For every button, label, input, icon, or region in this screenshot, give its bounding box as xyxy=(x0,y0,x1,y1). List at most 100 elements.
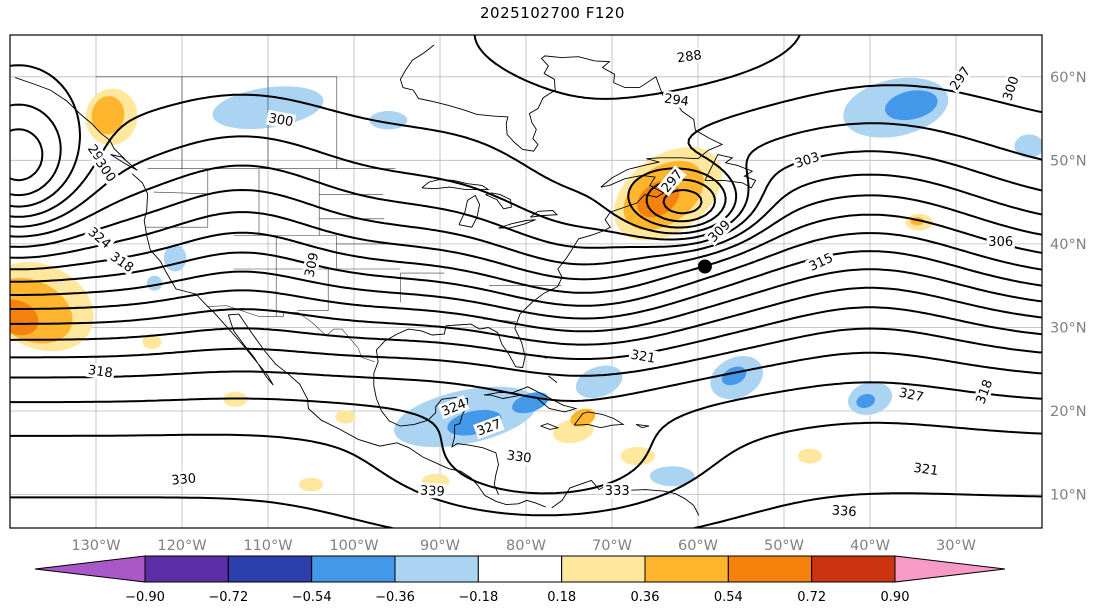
contour-label-text: 327 xyxy=(897,386,924,406)
coastline xyxy=(498,219,536,229)
coastline xyxy=(483,386,578,413)
x-tick-label: 110°W xyxy=(243,538,292,554)
contour-label: 321 xyxy=(911,459,941,479)
colorbar-tick-label: −0.18 xyxy=(458,590,498,605)
colorbar-tick-label: −0.54 xyxy=(292,590,332,605)
contour-label: 327 xyxy=(896,384,927,406)
contour-label-mask xyxy=(437,395,470,420)
coastline xyxy=(131,173,546,508)
contour-label-text: 330 xyxy=(171,471,197,488)
contour-label: 300 xyxy=(265,109,297,130)
contour-label: 339 xyxy=(417,482,447,500)
coastline xyxy=(573,411,625,429)
contour-label-mask xyxy=(999,72,1022,104)
x-tick-label: 70°W xyxy=(592,538,632,554)
contour-label-mask xyxy=(661,90,692,110)
contour-label-mask xyxy=(473,415,505,440)
contour-line-294 xyxy=(10,84,1042,235)
shaded-region-p1 xyxy=(299,477,323,492)
contour-line-291 xyxy=(10,35,801,229)
contour-label-mask xyxy=(657,165,687,197)
contour-label-mask xyxy=(986,234,1015,250)
contour-label-text: 309 xyxy=(302,251,322,278)
shaded-region-m1 xyxy=(1014,134,1042,158)
contour-line-327 xyxy=(10,327,1042,377)
x-tick-label: 100°W xyxy=(329,538,378,554)
contour-label-mask xyxy=(84,222,116,253)
contour-line-336 xyxy=(10,421,1042,517)
contour-label-text: 336 xyxy=(831,503,857,520)
contour-label: 306 xyxy=(986,234,1015,250)
contour-label-text: 306 xyxy=(988,235,1013,250)
shaded-region-m1 xyxy=(649,466,695,487)
contour-label-text: 300 xyxy=(267,111,294,130)
y-tick-label: 30°N xyxy=(1050,321,1087,337)
shaded-region-p1 xyxy=(620,446,655,466)
contour-label-mask xyxy=(265,109,297,130)
contour-label-mask xyxy=(703,215,735,247)
colorbar-arrow-right xyxy=(894,555,1006,583)
contour-label-text: 303 xyxy=(793,150,821,172)
colorbar-tick-label: −0.36 xyxy=(375,590,415,605)
contour-label-mask xyxy=(829,502,859,520)
contour-label-mask xyxy=(911,459,941,479)
y-tick-label: 60°N xyxy=(1050,70,1087,86)
contour-label: 333 xyxy=(603,483,632,499)
contour-label: 300 xyxy=(999,72,1022,104)
contour-label-text: 330 xyxy=(506,448,533,466)
shaded-region-m1 xyxy=(146,275,163,291)
contour-line-321 xyxy=(10,286,1042,346)
colorbar-segment xyxy=(227,555,313,583)
contour-label-mask xyxy=(945,62,975,94)
y-tick-label: 50°N xyxy=(1050,153,1087,169)
colorbar-tick-label: 0.72 xyxy=(797,590,826,605)
contour-line-306 xyxy=(10,194,1042,281)
contour-label-text: 318 xyxy=(87,363,114,381)
contour-label: 318 xyxy=(106,247,138,277)
contour-label-mask xyxy=(804,249,837,275)
contour-label-mask xyxy=(791,148,823,172)
contour-label: 288 xyxy=(674,46,705,66)
contour-label-text: 321 xyxy=(912,461,939,479)
colorbar-segment xyxy=(811,555,896,583)
contour-label-mask xyxy=(603,483,632,499)
colorbar: −0.90 −0.72 −0.54 −0.36 −0.18 0.18 0.36 0.54 0.7… xyxy=(34,555,1006,605)
shaded-region-p1 xyxy=(142,334,162,350)
contour-label: 309 xyxy=(301,249,322,280)
contour-label-mask xyxy=(106,247,138,277)
contour-label-mask xyxy=(627,346,659,367)
contour-line-318 xyxy=(10,268,1042,333)
axis-tick-labels: 130°W 120°W 110°W 100°W 90°W 80°W 70°W 60°W 50°W… xyxy=(71,70,1086,554)
contour-line-339 xyxy=(10,492,1042,528)
colorbar-tick-label: 0.54 xyxy=(714,590,743,605)
colorbar-tick-label: −0.90 xyxy=(125,590,165,605)
colorbar-segment xyxy=(477,555,563,583)
contour-label: 330 xyxy=(504,447,535,467)
x-tick-label: 90°W xyxy=(420,538,460,554)
x-tick-label: 120°W xyxy=(157,538,206,554)
coastline xyxy=(548,375,558,383)
shaded-region-p1 xyxy=(797,448,822,464)
contour-label-text: 321 xyxy=(629,348,656,367)
storm-marker xyxy=(697,259,712,274)
contour-label-mask xyxy=(85,361,116,381)
shaded-region-m2 xyxy=(856,394,876,408)
coastline xyxy=(458,194,481,228)
political-border xyxy=(206,305,375,362)
colorbar-segment xyxy=(394,555,479,583)
contour-label-text: 294 xyxy=(663,92,690,110)
colorbar-arrow-left xyxy=(34,555,146,583)
shaded-region-m2 xyxy=(885,90,938,121)
political-border xyxy=(153,191,208,195)
contour-label-text: 339 xyxy=(419,484,445,500)
colorbar-segment xyxy=(144,555,229,583)
coastline xyxy=(635,423,650,429)
contour-label-mask xyxy=(301,249,322,280)
coastline xyxy=(540,423,560,430)
shaded-region-p1 xyxy=(335,410,356,424)
y-tick-label: 20°N xyxy=(1050,404,1087,420)
coastline xyxy=(421,179,490,191)
plot-border xyxy=(9,34,1043,529)
